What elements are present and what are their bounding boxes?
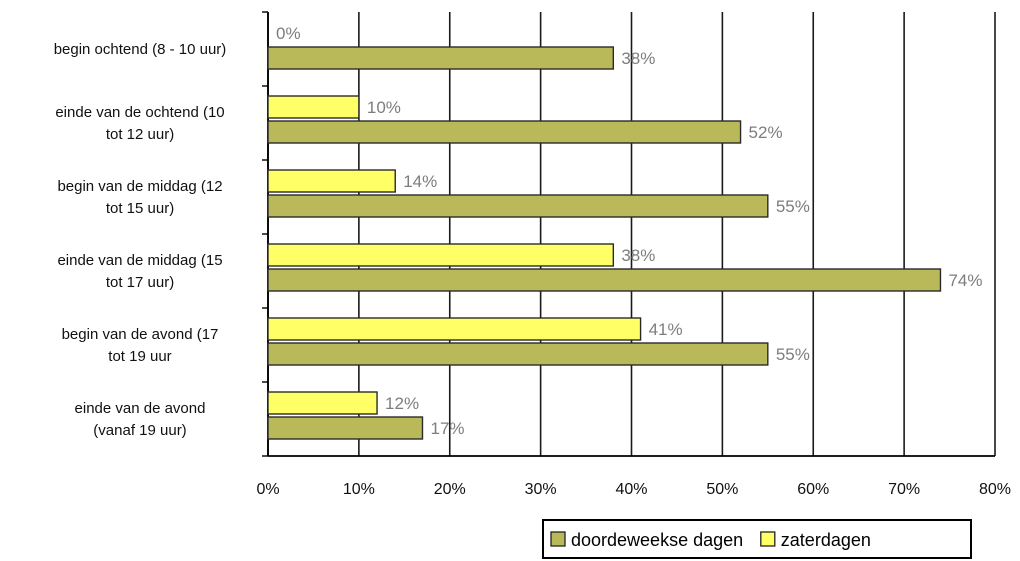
x-tick-label: 10%	[343, 481, 375, 498]
data-label: 38%	[621, 246, 655, 265]
x-tick-label: 30%	[525, 481, 557, 498]
x-tick-label: 50%	[706, 481, 738, 498]
x-tick-label: 20%	[434, 481, 466, 498]
x-tick-label: 40%	[615, 481, 647, 498]
x-tick-label: 70%	[888, 481, 920, 498]
data-label: 14%	[403, 172, 437, 191]
data-label: 10%	[367, 98, 401, 117]
bar	[267, 416, 424, 440]
data-label: 55%	[776, 345, 810, 364]
category-label: begin ochtend (8 - 10 uur)	[54, 41, 227, 58]
data-label: 41%	[649, 320, 683, 339]
bar	[267, 317, 642, 341]
x-tick-label: 60%	[797, 481, 829, 498]
bar	[267, 46, 615, 70]
legend-swatch	[760, 531, 776, 547]
bar	[267, 169, 396, 193]
bar	[267, 268, 942, 292]
category-label: einde van de ochtend (10 tot 12 uur)	[55, 104, 224, 143]
data-label: 74%	[948, 271, 982, 290]
category-label: einde van de middag (15 tot 17 uur)	[57, 252, 222, 291]
legend-label: doordeweekse dagen	[571, 530, 743, 550]
x-tick-label: 80%	[979, 481, 1011, 498]
legend-swatch	[550, 531, 566, 547]
x-tick-label: 0%	[256, 481, 279, 498]
bar	[267, 243, 615, 267]
legend-box	[542, 519, 972, 559]
bar	[267, 194, 769, 218]
data-label: 55%	[776, 197, 810, 216]
category-label: begin van de avond (17 tot 19 uur	[62, 326, 219, 365]
bar	[267, 95, 360, 119]
data-label: 0%	[276, 24, 301, 43]
bar	[267, 391, 378, 415]
legend-label: zaterdagen	[781, 530, 871, 550]
bar	[267, 342, 769, 366]
category-label: begin van de middag (12 tot 15 uur)	[57, 178, 222, 217]
category-label: einde van de avond (vanaf 19 uur)	[75, 400, 206, 439]
data-label: 38%	[621, 49, 655, 68]
data-label: 52%	[749, 123, 783, 142]
bar	[267, 120, 742, 144]
data-label: 12%	[385, 394, 419, 413]
data-label: 17%	[430, 419, 464, 438]
legend: doordeweekse dagen zaterdagen	[542, 519, 972, 559]
